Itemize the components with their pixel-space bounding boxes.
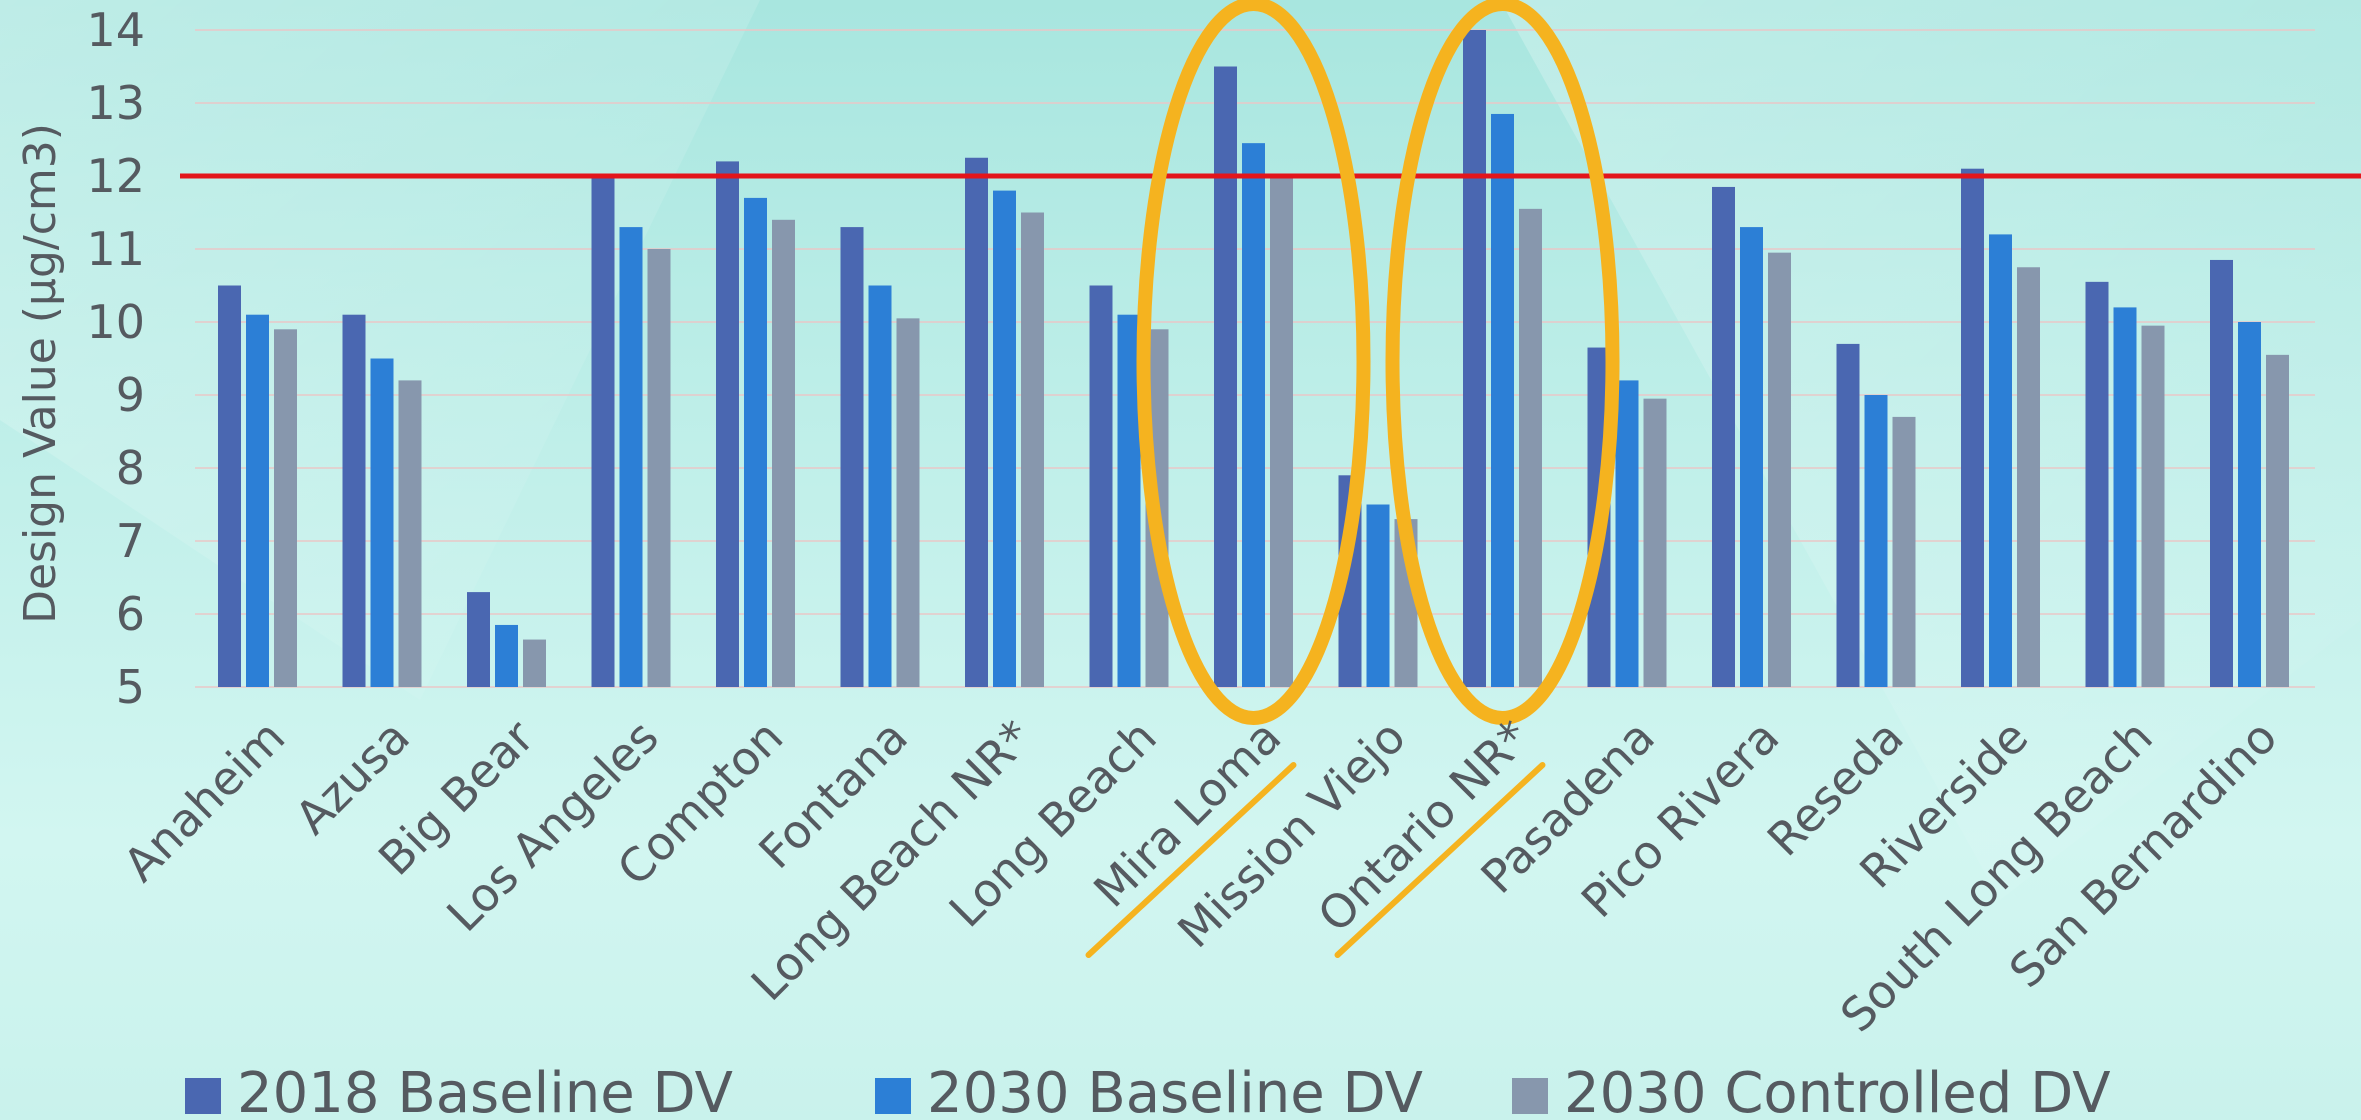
bar <box>1117 314 1141 687</box>
legend-label: 2030 Baseline DV <box>927 1061 1423 1120</box>
bar <box>2238 322 2261 687</box>
bar <box>591 176 615 687</box>
y-tick-label: 7 <box>116 514 145 568</box>
bar <box>716 161 739 687</box>
bar <box>246 314 269 687</box>
highlight-underline <box>1334 762 1546 958</box>
bar <box>1768 252 1791 687</box>
bar <box>218 285 241 687</box>
legend: 2018 Baseline DV 2030 Baseline DV 2030 Con… <box>185 1061 2111 1120</box>
bar <box>495 624 518 687</box>
bar <box>1892 416 1916 687</box>
y-axis-ticks: 5 6 7 8 9 10 11 12 13 14 <box>86 3 145 714</box>
highlight-oval <box>1136 0 1371 725</box>
bar <box>1214 66 1237 687</box>
y-tick-label: 8 <box>116 441 145 495</box>
x-category-label: Anaheim <box>113 710 295 892</box>
bar <box>2085 281 2109 687</box>
bar <box>868 285 892 687</box>
bar <box>274 329 297 687</box>
bar <box>1242 143 1265 687</box>
bars <box>218 30 2289 688</box>
y-axis-label: Design Value (µg/cm3) <box>15 123 66 624</box>
bar <box>772 219 795 688</box>
bar <box>647 249 671 687</box>
bar <box>1643 398 1667 687</box>
bar <box>523 639 546 687</box>
bar <box>2017 267 2040 687</box>
bar <box>2210 259 2233 687</box>
bar <box>2113 307 2137 687</box>
bar <box>619 227 643 687</box>
bar <box>1519 208 1542 687</box>
bar <box>370 358 394 687</box>
y-tick-label: 5 <box>116 660 145 714</box>
bar <box>1740 227 1763 687</box>
bar <box>2266 354 2289 687</box>
bar <box>1836 343 1860 687</box>
highlight-ovals <box>1085 0 1620 958</box>
bar <box>1864 395 1888 687</box>
bar <box>1021 212 1044 687</box>
bar <box>993 190 1016 687</box>
bar <box>2141 325 2165 687</box>
legend-swatch <box>185 1078 221 1114</box>
y-tick-label: 10 <box>86 295 145 349</box>
bar <box>1463 30 1486 687</box>
bar <box>1989 234 2012 687</box>
bar <box>1615 380 1639 687</box>
bar <box>965 157 988 687</box>
y-tick-label: 14 <box>86 3 145 57</box>
bar <box>467 592 490 687</box>
bar <box>744 197 767 687</box>
bar <box>1712 186 1735 687</box>
bar <box>896 318 920 687</box>
legend-label: 2030 Controlled DV <box>1564 1061 2111 1120</box>
bar <box>1961 168 1984 687</box>
bar <box>1089 285 1113 687</box>
y-tick-label: 9 <box>116 368 145 422</box>
legend-swatch <box>875 1078 911 1114</box>
highlight-underline <box>1085 762 1297 958</box>
bar <box>342 314 366 687</box>
bar <box>398 380 422 687</box>
y-tick-label: 13 <box>86 76 145 130</box>
y-tick-label: 12 <box>86 149 145 203</box>
bar <box>840 227 864 687</box>
y-tick-label: 11 <box>86 222 145 276</box>
highlight-oval <box>1385 0 1620 725</box>
y-tick-label: 6 <box>116 587 145 641</box>
bar <box>1491 113 1514 687</box>
bar <box>1270 176 1293 687</box>
bar <box>1366 504 1390 687</box>
legend-label: 2018 Baseline DV <box>237 1061 733 1120</box>
legend-swatch <box>1512 1078 1548 1114</box>
